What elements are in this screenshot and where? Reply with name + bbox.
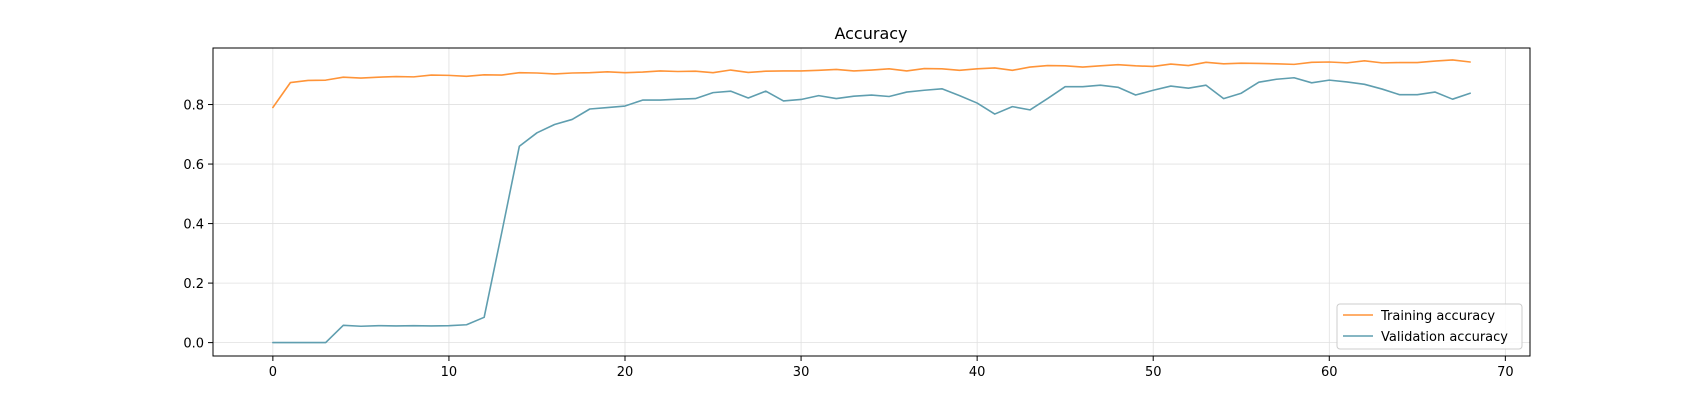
y-tick-label: 0.2 [183, 277, 204, 292]
x-tick-label: 40 [969, 365, 986, 380]
data-series [272, 59, 1471, 344]
y-tick-label: 0.6 [183, 158, 204, 173]
series-line-validation [272, 76, 1471, 344]
x-tick-label: 60 [1321, 365, 1338, 380]
y-axis: 0.0 0.2 0.4 0.6 0.8 [183, 99, 213, 352]
x-tick-label: 30 [793, 365, 810, 380]
legend-label-training: Training accuracy [1380, 309, 1495, 324]
y-tick-label: 0.4 [183, 218, 204, 233]
grid-lines [213, 48, 1530, 356]
x-tick-label: 0 [269, 365, 277, 380]
x-tick-label: 10 [441, 365, 458, 380]
x-tick-label: 70 [1497, 365, 1514, 380]
series-line-training [272, 59, 1471, 109]
x-tick-label: 20 [617, 365, 634, 380]
chart-title: Accuracy [834, 24, 907, 43]
legend: Training accuracy Validation accuracy [1336, 303, 1523, 350]
x-axis: 0 10 20 30 40 50 60 70 [269, 356, 1514, 380]
legend-box [1336, 303, 1523, 350]
y-tick-label: 0.8 [183, 99, 204, 114]
plot-area-frame [212, 47, 1531, 357]
legend-label-validation: Validation accuracy [1381, 330, 1508, 345]
x-tick-label: 50 [1145, 365, 1162, 380]
y-tick-label: 0.0 [183, 337, 204, 352]
